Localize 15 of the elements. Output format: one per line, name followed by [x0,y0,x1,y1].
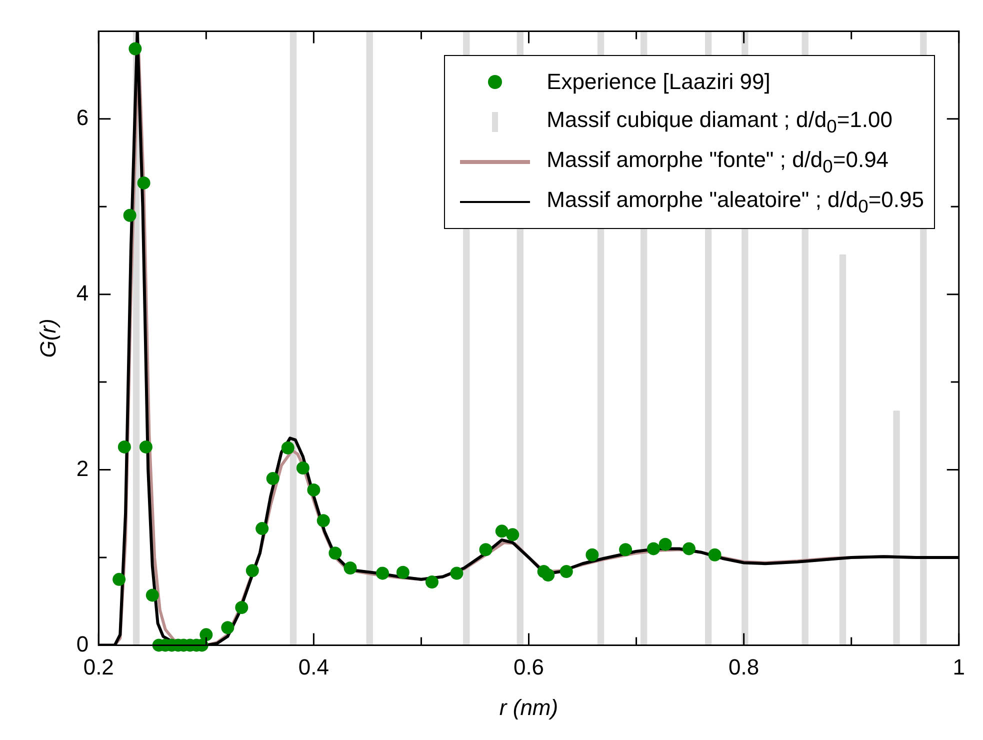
x-axis-title: r (nm) [499,694,558,720]
x-tick-label: 0.4 [298,654,329,680]
y-tick-label: 2 [76,456,89,481]
y-tick-label: 6 [76,104,89,130]
x-tick-label: 1 [952,654,966,680]
y-tick-label: 0 [76,631,89,656]
legend-label: Massif amorphe "fonte" ; d/d$_{0}$=0.94 [546,146,889,178]
legend-label: Massif amorphe "aleatoire" ; d/d$_{0}$=0.95 [546,186,924,218]
y-tick-label: 4 [76,280,89,306]
legend-label: Experience [Laaziri 99] [546,69,770,95]
x-tick-label: 0.8 [728,654,760,680]
y-axis-title: G(r) [35,318,60,358]
legend-label: Massif cubique diamant ; d/d$_{0}$=1.00 [546,106,892,138]
x-tick-label: 0.6 [513,654,544,680]
x-tick-label: 0.2 [83,654,114,680]
